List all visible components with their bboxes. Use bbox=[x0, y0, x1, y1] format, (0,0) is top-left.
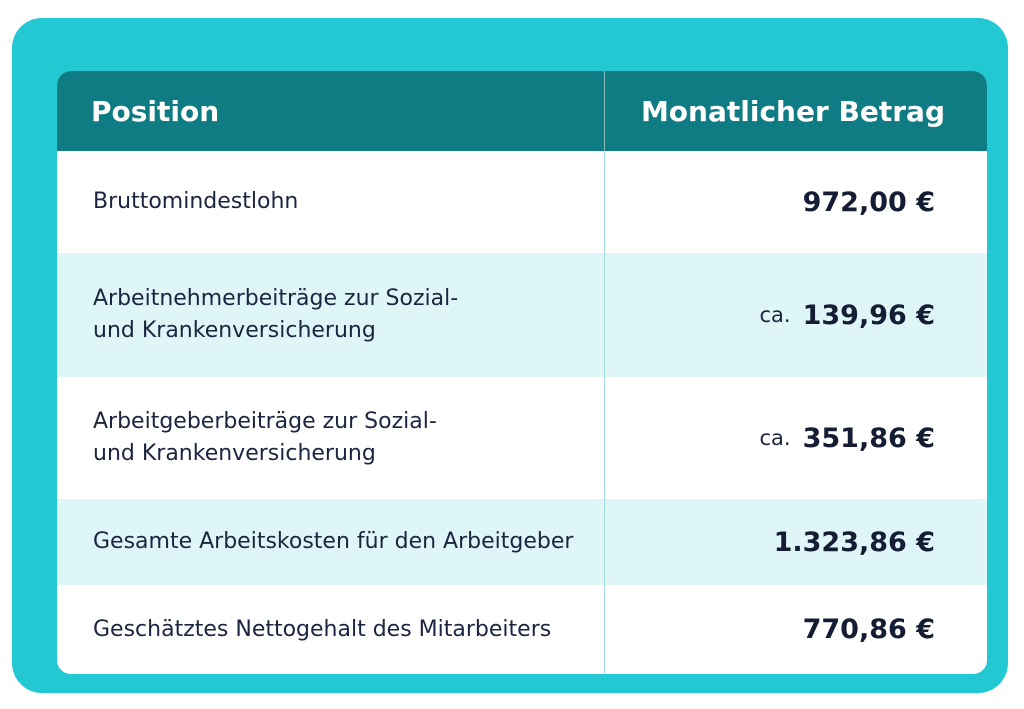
row-label: Bruttomindestlohn bbox=[93, 151, 583, 253]
table-row: Geschätztes Nettogehalt des Mitarbeiters… bbox=[57, 585, 987, 674]
table-row: Arbeitgeberbeiträge zur Sozial- und Kran… bbox=[57, 377, 987, 499]
table-row: Bruttomindestlohn 972,00 € bbox=[57, 151, 987, 253]
row-label-line: Arbeitgeberbeiträge zur Sozial- bbox=[93, 409, 437, 434]
row-amount-value: 139,96 € bbox=[802, 299, 935, 331]
row-amount-prefix: ca. bbox=[759, 303, 791, 327]
row-label: Arbeitnehmerbeiträge zur Sozial- und Kra… bbox=[93, 253, 583, 377]
row-amount-value: 1.323,86 € bbox=[773, 526, 935, 558]
row-label-line: Bruttomindestlohn bbox=[93, 189, 299, 214]
header-position: Position bbox=[91, 95, 220, 128]
row-amount: 972,00 € bbox=[803, 151, 935, 253]
row-amount-prefix: ca. bbox=[759, 426, 791, 450]
row-amount: ca. 351,86 € bbox=[760, 377, 935, 499]
table-row: Arbeitnehmerbeiträge zur Sozial- und Kra… bbox=[57, 253, 987, 377]
table-header: Position Monatlicher Betrag bbox=[57, 71, 987, 151]
row-amount: 770,86 € bbox=[803, 585, 935, 674]
row-label-line: und Krankenversicherung bbox=[93, 318, 376, 343]
header-divider bbox=[604, 71, 605, 151]
row-label-line: und Krankenversicherung bbox=[93, 441, 376, 466]
header-amount: Monatlicher Betrag bbox=[640, 95, 945, 128]
column-divider bbox=[604, 151, 605, 674]
row-label-line: Gesamte Arbeitskosten für den Arbeitgebe… bbox=[93, 529, 574, 554]
table-row: Gesamte Arbeitskosten für den Arbeitgebe… bbox=[57, 499, 987, 585]
table-frame: Position Monatlicher Betrag Bruttomindes… bbox=[12, 18, 1008, 693]
row-amount: 1.323,86 € bbox=[774, 499, 935, 585]
row-label-line: Arbeitnehmerbeiträge zur Sozial- bbox=[93, 286, 459, 311]
row-amount-value: 351,86 € bbox=[802, 422, 935, 454]
row-label: Arbeitgeberbeiträge zur Sozial- und Kran… bbox=[93, 377, 583, 499]
row-label: Geschätztes Nettogehalt des Mitarbeiters bbox=[93, 585, 583, 674]
row-amount-value: 770,86 € bbox=[802, 614, 935, 645]
cost-table: Position Monatlicher Betrag Bruttomindes… bbox=[57, 71, 987, 674]
row-label: Gesamte Arbeitskosten für den Arbeitgebe… bbox=[93, 499, 583, 585]
row-amount-value: 972,00 € bbox=[802, 186, 935, 218]
row-label-line: Geschätztes Nettogehalt des Mitarbeiters bbox=[93, 616, 552, 642]
row-amount: ca. 139,96 € bbox=[760, 253, 935, 377]
